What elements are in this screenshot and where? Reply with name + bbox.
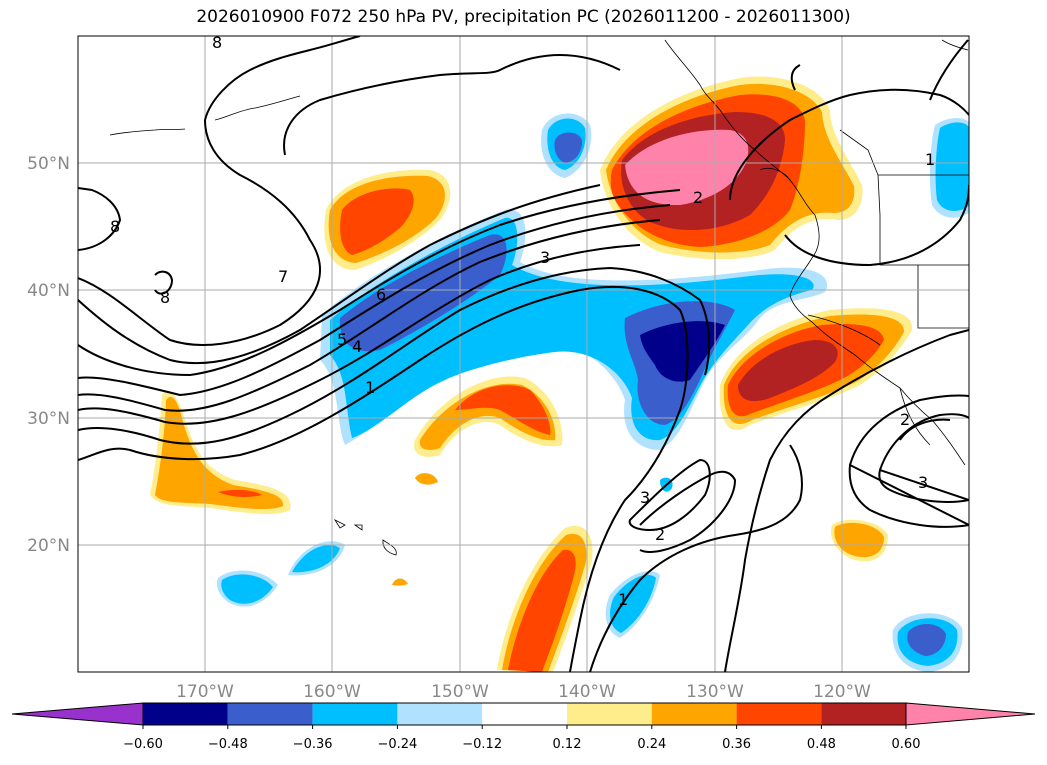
contour-label: 6 <box>376 285 386 304</box>
colorbar-swatch <box>482 703 567 725</box>
longitude-labels: 170°W 160°W 150°W 140°W 130°W 120°W <box>176 682 871 702</box>
contour-label: 7 <box>278 267 288 286</box>
colorbar-tick-label: −0.24 <box>377 737 417 752</box>
lat-label-30n: 30°N <box>27 409 70 429</box>
colorbar-tick-label: 0.60 <box>892 737 921 752</box>
latitude-labels: 50°N 40°N 30°N 20°N <box>27 154 70 556</box>
lat-label-20n: 20°N <box>27 536 70 556</box>
colorbar-swatch <box>736 703 822 725</box>
contour-label: 5 <box>337 330 347 349</box>
contour-labels: 8 8 8 7 6 5 4 3 2 2 1 1 1 3 2 3 <box>110 33 935 609</box>
colorbar-tick-label: 0.48 <box>807 737 836 752</box>
contour-label: 3 <box>918 473 928 492</box>
colorbar-tick-label: 0.12 <box>553 737 582 752</box>
contour-label: 8 <box>160 288 170 307</box>
negative-anomaly-shading <box>216 113 969 672</box>
contour-label: 8 <box>212 33 222 52</box>
colorbar-swatch <box>143 703 228 725</box>
contour-label: 2 <box>900 410 910 429</box>
lon-label-150w: 150°W <box>431 682 489 702</box>
graticule <box>78 36 969 672</box>
positive-anomaly-shading <box>150 76 913 672</box>
contour-label: 3 <box>640 488 650 507</box>
pv-contours <box>78 36 969 672</box>
contour-label: 1 <box>925 150 935 169</box>
contour-label: 1 <box>618 590 628 609</box>
lon-label-120w: 120°W <box>813 682 871 702</box>
lon-label-170w: 170°W <box>176 682 234 702</box>
lon-label-140w: 140°W <box>558 682 616 702</box>
colorbar-swatch <box>397 703 483 725</box>
colorbar-tick-label: −0.36 <box>293 737 333 752</box>
lat-label-40n: 40°N <box>27 281 70 301</box>
colorbar-tick-label: 0.24 <box>637 737 666 752</box>
colorbar-swatch <box>567 703 652 725</box>
colorbar-extend-high <box>905 702 1036 726</box>
colorbar-tick-label: −0.12 <box>462 737 502 752</box>
lon-label-130w: 130°W <box>686 682 744 702</box>
contour-label: 8 <box>110 217 120 236</box>
contour-label: 2 <box>655 525 665 544</box>
lon-label-160w: 160°W <box>303 682 361 702</box>
contour-label: 3 <box>540 248 550 267</box>
contour-label: 4 <box>352 337 362 356</box>
lat-label-50n: 50°N <box>27 154 70 174</box>
colorbar-swatch <box>312 703 398 725</box>
colorbar-extend-low <box>11 702 144 726</box>
colorbar-tick-label: −0.60 <box>123 737 163 752</box>
colorbar-swatch <box>821 703 907 725</box>
colorbar-swatch <box>227 703 313 725</box>
colorbar-tick-label: −0.48 <box>208 737 248 752</box>
map-frame <box>77 35 970 673</box>
colorbar-swatch <box>651 703 737 725</box>
map-area: 8 8 8 7 6 5 4 3 2 2 1 1 1 3 2 3 <box>78 33 969 672</box>
colorbar-tick-label: 0.36 <box>722 737 751 752</box>
colorbar: −0.60 −0.48 −0.36 −0.24 −0.12 0.12 0.24 … <box>11 702 1036 752</box>
contour-label: 2 <box>693 188 703 207</box>
plot-title: 2026010900 F072 250 hPa PV, precipitatio… <box>196 7 851 27</box>
contour-label: 1 <box>365 378 375 397</box>
